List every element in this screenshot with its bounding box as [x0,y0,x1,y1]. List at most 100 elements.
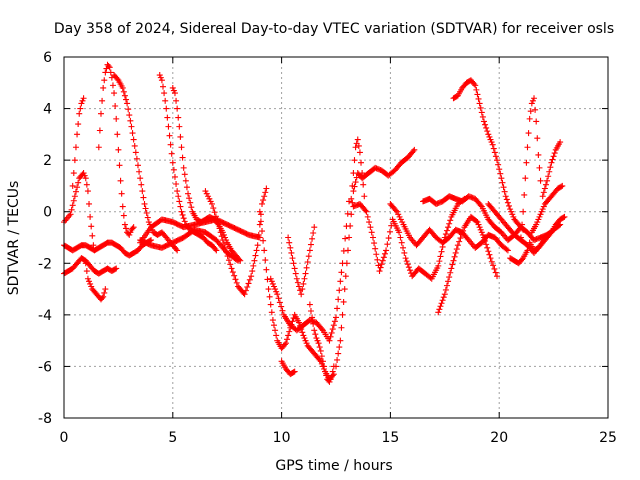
data-point [292,270,299,277]
data-point [314,337,321,344]
data-point [364,213,371,220]
data-point [253,247,260,254]
data-point [282,340,289,347]
data-point [72,144,79,151]
data-point [526,115,533,122]
x-tick-label: 10 [273,430,291,446]
data-point [335,296,342,303]
data-point [541,185,548,192]
data-point [75,121,82,128]
axis-ticks: 0 5 10 15 20 25 -8 -6 -4 -2 0 2 4 6 [38,50,617,446]
data-point [484,128,491,135]
data-point [180,215,187,222]
data-point [329,326,336,333]
data-point [188,204,195,211]
data-point [315,340,322,347]
data-point [527,108,534,115]
data-point [217,229,224,236]
data-point [487,255,494,262]
data-point [265,286,272,293]
data-point [525,130,532,137]
data-point [437,253,444,260]
data-point [441,291,448,298]
data-point [478,109,485,116]
data-point [519,221,526,228]
data-point [229,269,236,276]
data-point [266,293,273,300]
data-point [183,184,190,191]
data-point [126,231,133,238]
data-point [116,162,123,169]
data-point [559,182,566,189]
data-point [528,100,535,107]
data-point [109,82,116,89]
data-point [173,180,180,187]
data-point [74,131,81,138]
data-point [133,155,140,162]
data-point [497,170,504,177]
data-point [137,175,144,182]
data-point [484,244,491,251]
data-point [224,253,231,260]
data-point [202,188,209,195]
data-point [163,105,170,112]
data-point [207,198,214,205]
data-point [535,216,542,223]
data-point [169,84,176,91]
data-point [400,244,407,251]
data-point [537,177,544,184]
data-point [165,123,172,130]
y-tick-label: 4 [43,102,52,118]
data-point [79,97,86,104]
data-point [157,74,164,81]
data-point [473,218,480,225]
data-point [363,208,370,215]
data-point [273,332,280,339]
data-point [335,350,342,357]
data-point [508,208,515,215]
data-point [519,256,526,263]
y-axis-label: SDTVAR / TECUs [6,181,22,296]
data-point [350,170,357,177]
data-point [100,293,107,300]
data-point [130,224,137,231]
data-point [158,77,165,84]
data-point [490,262,497,269]
series-arc-b [61,237,155,259]
data-point [148,237,155,244]
data-point [286,239,293,246]
data-point [475,95,482,102]
data-point [181,218,188,225]
data-point [81,172,88,179]
data-point [342,235,349,242]
series-arc-q [306,301,337,385]
data-point [392,207,399,214]
data-point [333,363,339,370]
data-point [296,319,303,326]
data-point [545,173,552,180]
data-point [446,274,453,281]
data-point [349,182,356,189]
data-point [284,336,291,343]
data-point [261,247,268,254]
data-point [261,193,268,200]
data-point [479,231,486,238]
data-point [203,190,210,197]
data-point [452,249,459,256]
data-point [310,229,317,236]
data-point [142,205,149,212]
series-arc-l [202,185,270,298]
data-point [328,329,335,336]
data-point [316,344,323,351]
data-point [524,247,531,254]
data-point [235,257,242,264]
data-point [290,369,297,376]
data-point [495,161,502,168]
data-point [379,257,386,264]
data-point [262,189,269,196]
data-point [167,141,174,148]
data-point [475,221,482,228]
data-point [323,372,330,379]
data-point [458,231,465,238]
data-point [359,170,366,177]
